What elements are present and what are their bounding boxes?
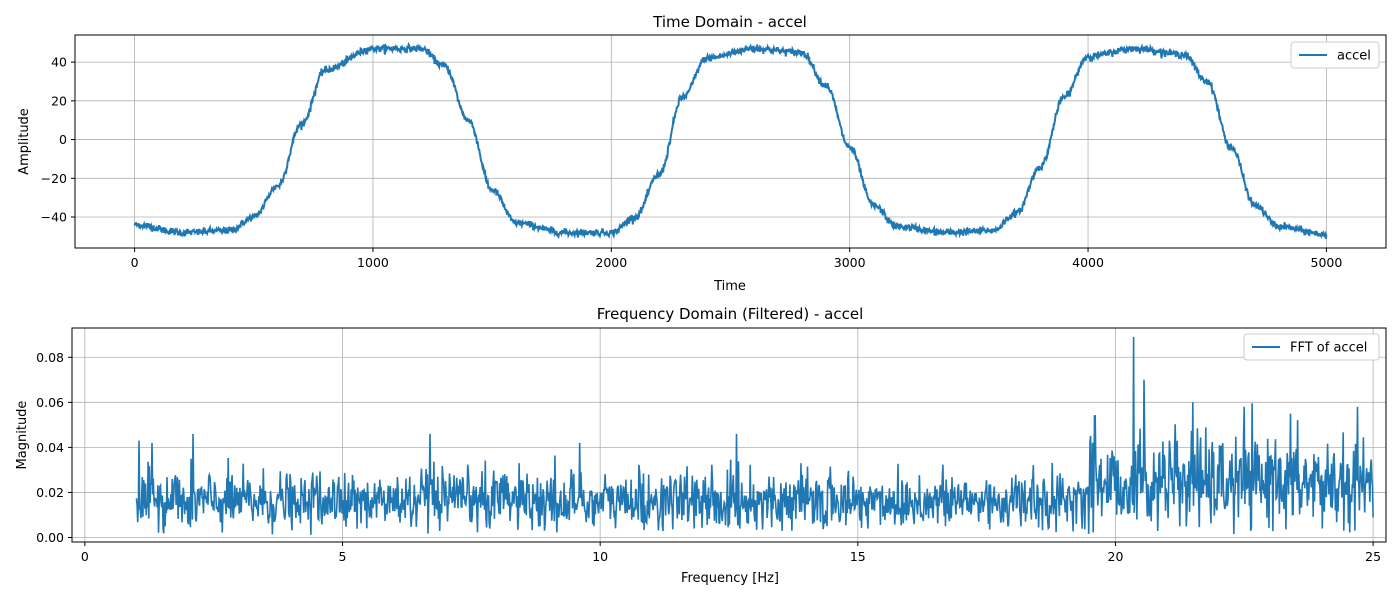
legend-box xyxy=(1243,333,1380,361)
y-tick-label: 40 xyxy=(51,55,67,70)
x-axis-label: Time xyxy=(713,279,746,294)
y-tick-label: −20 xyxy=(41,171,67,186)
plot-frame xyxy=(74,34,1387,249)
y-tick-label: 0.02 xyxy=(36,485,64,500)
legend-box xyxy=(1290,41,1380,69)
x-tick-label: 0 xyxy=(131,255,139,270)
grid xyxy=(75,35,1386,248)
x-tick-label: 0 xyxy=(81,549,89,564)
series-line-accel xyxy=(133,41,1328,240)
y-axis-label: Amplitude xyxy=(17,108,32,175)
x-tick-label: 5 xyxy=(339,549,347,564)
x-tick-label: 2000 xyxy=(595,255,627,270)
chart-title: Frequency Domain (Filtered) - accel xyxy=(597,305,864,323)
y-tick-label: 0.00 xyxy=(36,530,64,545)
x-tick-label: 4000 xyxy=(1072,255,1104,270)
series-line-fft-of-accel xyxy=(135,336,1374,535)
x-tick-label: 1000 xyxy=(357,255,389,270)
x-tick-label: 25 xyxy=(1365,549,1381,564)
chart-title: Time Domain - accel xyxy=(652,13,807,31)
legend: accel xyxy=(1290,41,1380,69)
x-tick-label: 5000 xyxy=(1311,255,1343,270)
y-tick-label: 0.06 xyxy=(36,395,64,410)
time-domain-chart: Time Domain - accel 0 1000 2000 3000 4000 500… xyxy=(17,13,1387,294)
frequency-domain-chart: Frequency Domain (Filtered) - accel 0 5 10… xyxy=(15,305,1387,586)
legend-entry-accel: accel xyxy=(1337,49,1371,64)
y-tick-label: −40 xyxy=(41,210,67,225)
legend-entry-fft-of-accel: FFT of accel xyxy=(1290,341,1367,356)
y-axis-label: Magnitude xyxy=(15,401,30,470)
x-tick-label: 15 xyxy=(850,549,866,564)
legend: FFT of accel xyxy=(1243,333,1380,361)
x-tick-label: 20 xyxy=(1108,549,1124,564)
tick-labels: 0 1000 2000 3000 4000 5000 −40 −20 0 20 40 xyxy=(41,55,1343,270)
x-tick-label: 3000 xyxy=(834,255,866,270)
y-tick-label: 0.08 xyxy=(36,350,64,365)
y-tick-label: 20 xyxy=(51,93,67,108)
plot-frame xyxy=(71,327,1387,543)
y-tick-label: 0 xyxy=(59,132,67,147)
tick-labels: 0 5 10 15 20 25 0.00 0.02 0.04 0.06 0.08 xyxy=(36,350,1381,564)
x-axis-label: Frequency [Hz] xyxy=(681,571,779,586)
y-tick-label: 0.04 xyxy=(36,440,64,455)
x-tick-label: 10 xyxy=(592,549,608,564)
